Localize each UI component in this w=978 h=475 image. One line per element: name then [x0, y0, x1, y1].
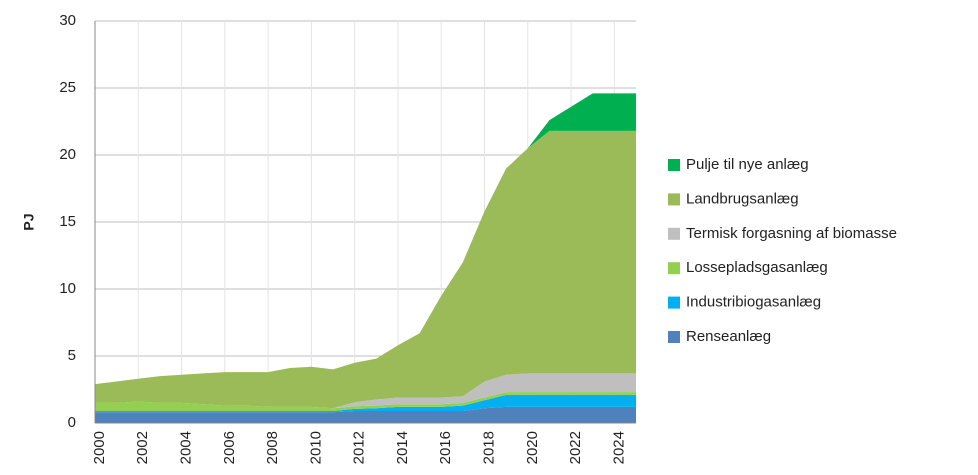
x-tick-label: 2006 — [221, 431, 238, 464]
legend-swatch — [668, 296, 680, 309]
area — [95, 394, 636, 413]
legend-label: Termisk forgasning af biomasse — [686, 225, 897, 242]
area — [95, 130, 636, 409]
legend-swatch — [668, 262, 680, 275]
legend-label: Pulje til nye anlæg — [686, 156, 809, 173]
legend-label: Industribiogasanlæg — [686, 294, 821, 311]
x-tick-label: 2022 — [567, 431, 584, 464]
legend-label: Landbrugsanlæg — [686, 190, 799, 207]
x-tick-label: 2018 — [480, 431, 497, 464]
x-tick-label: 2016 — [437, 431, 454, 464]
y-tick-label: 20 — [59, 146, 76, 163]
y-axis-label: PJ — [21, 213, 37, 230]
y-tick-label: 15 — [59, 213, 76, 230]
legend-label: Lossepladsgasanlæg — [686, 259, 828, 276]
y-tick-label: 10 — [59, 280, 76, 297]
legend-swatch — [668, 227, 680, 240]
x-tick-label: 2024 — [610, 431, 627, 464]
y-tick-label: 30 — [59, 12, 76, 29]
area — [95, 406, 636, 423]
x-tick-label: 2002 — [134, 431, 151, 464]
legend-swatch — [668, 193, 680, 206]
x-tick-label: 2010 — [307, 431, 324, 464]
x-tick-label: 2012 — [351, 431, 368, 464]
x-tick-label: 2020 — [524, 431, 541, 464]
y-tick-label: 0 — [68, 414, 76, 431]
area — [95, 373, 636, 409]
area — [95, 392, 636, 411]
legend: Renseanlæg Industribiogasanlæg Lossepladsg… — [668, 156, 897, 345]
x-tick-label: 2014 — [394, 431, 411, 464]
x-tick-label: 2004 — [178, 431, 195, 464]
legend-swatch — [668, 159, 680, 171]
x-tick-label: 2000 — [91, 431, 108, 464]
legend-swatch — [668, 331, 680, 343]
y-tick-label: 5 — [68, 347, 76, 364]
y-tick-label: 25 — [59, 79, 76, 96]
x-tick-label: 2008 — [264, 431, 281, 464]
legend-label: Renseanlæg — [686, 328, 771, 345]
area — [95, 93, 636, 385]
